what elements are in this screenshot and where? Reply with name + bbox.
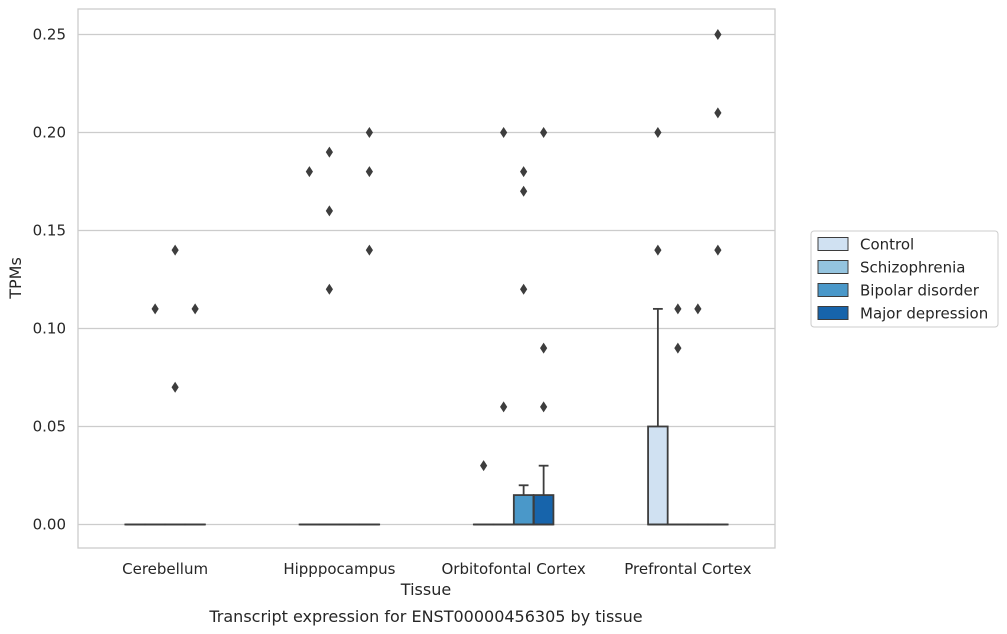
plot-frame [77,8,776,549]
legend-entry: Control [860,236,914,254]
x-axis-ticks: Cerebellum Hipppocampus Orbitofontal Corte… [122,560,751,578]
outlier-point [714,244,722,256]
outlier-point [674,342,682,354]
x-tick-label: Cerebellum [122,560,208,578]
outlier-point [171,381,179,393]
box-group [184,303,206,526]
box [532,494,555,526]
box-group [707,28,729,526]
legend-swatch [817,260,849,274]
x-axis-label: Tissue [400,580,451,599]
y-tick-label: 0.05 [33,417,66,435]
box-group [144,303,166,526]
outlier-point [540,401,548,413]
outlier-point [500,126,508,138]
box-group [298,166,321,526]
outlier-point [694,303,702,315]
legend-swatch [817,283,849,297]
legend-entry: Major depression [860,305,988,323]
legend-frame [810,230,999,328]
chart-caption: Transcript expression for ENST0000045630… [208,607,642,626]
box-group [472,460,495,526]
outlier-point [714,28,722,40]
x-tick-label: Prefrontal Cortex [624,560,751,578]
y-tick-label: 0.25 [33,25,66,43]
outlier-point [365,244,373,256]
box-group [687,303,709,526]
x-tick-label: Orbitofontal Cortex [442,560,586,578]
outlier-point [325,283,333,295]
outlier-point [520,185,528,197]
outlier-point [674,303,682,315]
legend-entry: Bipolar disorder [860,282,980,300]
y-axis-ticks: 0.00 0.05 0.10 0.15 0.20 0.25 [33,25,66,533]
y-tick-label: 0.10 [33,319,66,337]
outlier-point [151,303,159,315]
outlier-point [500,401,508,413]
box-group [164,244,186,526]
outlier-point [305,166,313,178]
y-tick-label: 0.20 [33,123,66,141]
box-group [512,166,535,526]
outlier-point [540,342,548,354]
outlier-point [325,205,333,217]
box-group [667,303,689,526]
box-group [358,126,381,526]
y-axis-label: TPMs [6,257,25,300]
outlier-point [520,166,528,178]
box [512,494,535,526]
x-tick-label: Hipppocampus [283,560,395,578]
outlier-point [714,107,722,119]
outlier-point [365,166,373,178]
outlier-point [654,126,662,138]
outlier-point [171,244,179,256]
outlier-point [191,303,199,315]
outlier-point [520,283,528,295]
outlier-point [654,244,662,256]
legend-swatch [817,237,849,251]
box-series [124,28,729,526]
legend-swatch [817,306,849,320]
box [647,425,669,526]
legend-entry: Schizophrenia [860,259,965,277]
box-group [532,126,555,526]
box-group [492,126,515,526]
outlier-point [540,126,548,138]
y-tick-label: 0.15 [33,221,66,239]
outlier-point [480,460,488,472]
y-tick-label: 0.00 [33,515,66,533]
outlier-point [325,146,333,158]
grid-lines [78,33,775,526]
outlier-point [365,126,373,138]
box-group [647,126,669,526]
legend: Control Schizophrenia Bipolar disorder Majo… [810,230,999,328]
box-group [318,146,341,526]
